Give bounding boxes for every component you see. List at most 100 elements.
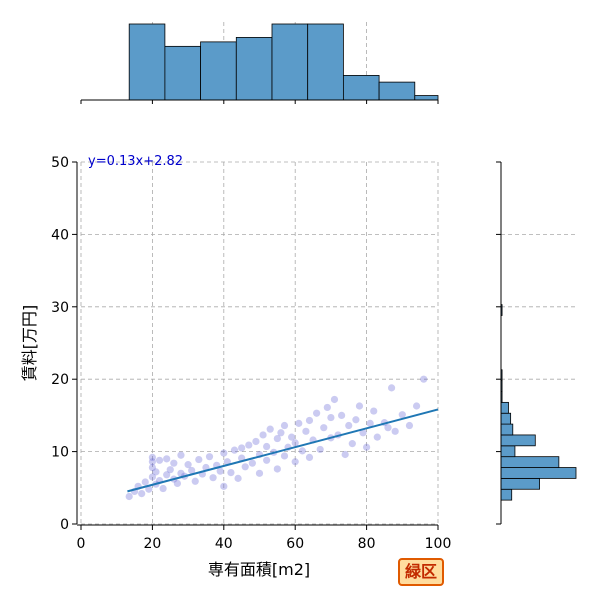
scatter-point	[263, 442, 271, 451]
scatter-point	[263, 456, 271, 464]
main-scatter-panel: 0 20 40 60 80 100 0 10 20 30 40 50	[51, 155, 451, 552]
scatter-point	[255, 469, 264, 477]
scatter-point	[355, 402, 364, 410]
scatter-point	[412, 402, 421, 410]
y-tick-label: 10	[51, 445, 69, 461]
right-histogram-bar	[500, 412, 512, 425]
scatter-point	[327, 413, 335, 422]
scatter-point	[145, 485, 153, 493]
scatter-point	[227, 468, 235, 477]
scatter-point	[216, 467, 224, 475]
x-tick-label: 0	[77, 536, 86, 552]
scatter-point	[352, 416, 360, 424]
scatter-point	[341, 450, 349, 459]
x-axis-label: 専有面積[m2]	[208, 560, 310, 579]
scatter-point	[125, 492, 133, 501]
top-histogram-bar	[235, 37, 273, 101]
scatter-point	[230, 446, 239, 454]
scatter-point	[266, 425, 274, 433]
scatter-point	[159, 484, 167, 493]
top-histogram-panel	[80, 22, 439, 104]
x-tick-label: 60	[286, 536, 304, 552]
right-histogram-bar	[500, 456, 560, 468]
right-histogram-bar	[500, 467, 577, 479]
regression-equation: y=0.13x+2.82	[88, 154, 183, 169]
scatter-point	[391, 427, 399, 435]
scatter-point	[177, 451, 185, 459]
scatter-point	[291, 439, 299, 447]
y-tick-label: 30	[51, 300, 69, 316]
right-histogram-bar	[500, 488, 513, 501]
scatter-point	[163, 455, 171, 463]
scatter-point	[148, 473, 156, 481]
top-histogram-bar	[271, 23, 309, 101]
top-histogram-bar	[164, 45, 201, 101]
scatter-point	[323, 403, 331, 412]
scatter-point	[259, 431, 267, 439]
y-tick-label: 50	[51, 155, 69, 171]
scatter-point	[220, 449, 228, 457]
scatter-point	[166, 466, 174, 474]
scatter-point	[366, 419, 374, 427]
scatter-point	[177, 469, 185, 477]
regression-line	[127, 408, 439, 493]
scatter-point	[420, 375, 428, 383]
x-tick-label: 80	[358, 536, 376, 552]
scatter-point	[191, 477, 199, 485]
x-tick-label: 40	[215, 536, 233, 552]
scatter-point	[195, 455, 203, 464]
y-tick-label: 0	[60, 517, 69, 533]
x-tick-label: 20	[143, 536, 161, 552]
scatter-point	[363, 443, 371, 451]
scatter-point	[170, 459, 178, 467]
scatter-point	[148, 463, 156, 472]
scatter-point	[345, 421, 353, 430]
x-tick-label: 100	[425, 536, 452, 552]
scatter-point	[373, 433, 381, 441]
scatter-point	[209, 474, 217, 482]
scatter-point	[220, 482, 228, 490]
scatter-point	[234, 474, 242, 482]
right-histogram-bar	[500, 401, 509, 414]
scatter-point	[248, 459, 256, 467]
scatter-point	[316, 445, 324, 454]
scatter-point	[273, 434, 281, 443]
scatter-point	[148, 458, 156, 466]
scatter-point	[330, 395, 339, 404]
top-histogram-bar	[307, 23, 344, 101]
scatter-point	[291, 458, 299, 466]
scatter-point	[405, 421, 414, 430]
scatter-point	[141, 478, 149, 486]
y-tick-label: 40	[51, 227, 69, 243]
scatter-point	[277, 429, 285, 437]
scatter-point	[273, 465, 281, 473]
scatter-point	[280, 421, 289, 430]
scatter-point	[245, 441, 253, 449]
scatter-point	[295, 419, 303, 427]
right-histogram-bar	[500, 434, 536, 447]
right-histogram-bar	[500, 423, 514, 436]
scatter-point	[280, 452, 289, 460]
scatter-point	[241, 463, 249, 471]
scatter-point	[288, 433, 296, 441]
scatter-point	[152, 468, 160, 476]
y-axis-label: 賃料[万円]	[20, 305, 39, 382]
scatter-point	[370, 407, 378, 415]
scatter-point	[305, 453, 314, 461]
scatter-point	[173, 479, 181, 488]
scatter-point	[148, 453, 156, 461]
scatter-point	[359, 429, 367, 437]
scatter-point	[138, 489, 146, 498]
scatter-point	[188, 466, 196, 475]
scatter-point	[305, 416, 314, 425]
right-histogram-bar	[500, 445, 516, 458]
scatter-point	[205, 453, 214, 461]
top-histogram-bar	[414, 95, 439, 101]
scatter-point	[348, 440, 356, 448]
scatter-point	[298, 447, 306, 455]
scatter-point	[387, 384, 396, 392]
scatter-point	[398, 411, 406, 419]
scatter-point	[384, 424, 392, 432]
scatter-point	[163, 471, 171, 479]
